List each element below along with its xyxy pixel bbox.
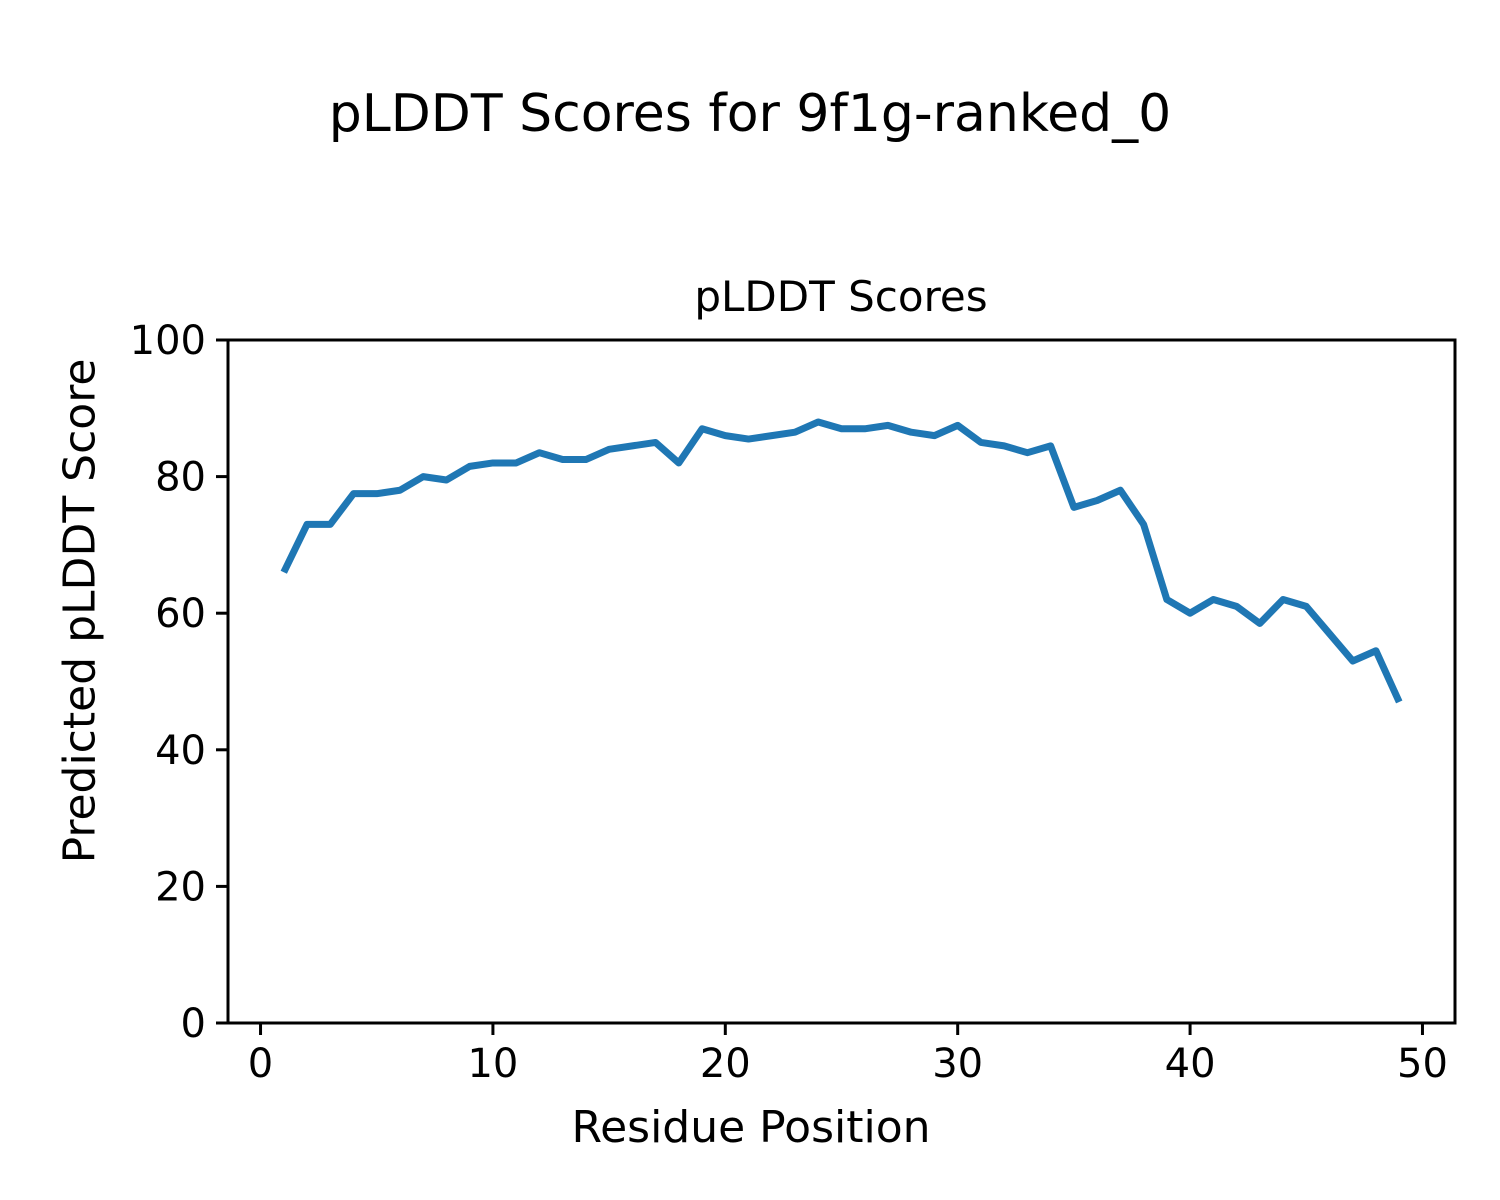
y-tick-label: 100 — [130, 318, 206, 364]
x-axis-label: Residue Position — [571, 1102, 931, 1153]
axes-title: pLDDT Scores — [694, 272, 988, 321]
y-tick-label: 20 — [155, 864, 206, 910]
axes-frame — [226, 338, 1457, 1025]
y-tick-label: 0 — [181, 1001, 206, 1047]
x-tick-label: 0 — [248, 1041, 273, 1087]
y-tick-label: 60 — [155, 591, 206, 637]
x-tick-label: 40 — [1165, 1041, 1216, 1087]
y-tick-label: 80 — [155, 455, 206, 501]
y-tick-label: 40 — [155, 728, 206, 774]
x-tick-label: 50 — [1397, 1041, 1448, 1087]
plddt-line-series — [280, 418, 1403, 704]
x-tick-label: 10 — [467, 1041, 518, 1087]
x-tick-label: 20 — [700, 1041, 751, 1087]
figure-title: pLDDT Scores for 9f1g-ranked_0 — [328, 84, 1172, 144]
x-tick-label: 30 — [932, 1041, 983, 1087]
